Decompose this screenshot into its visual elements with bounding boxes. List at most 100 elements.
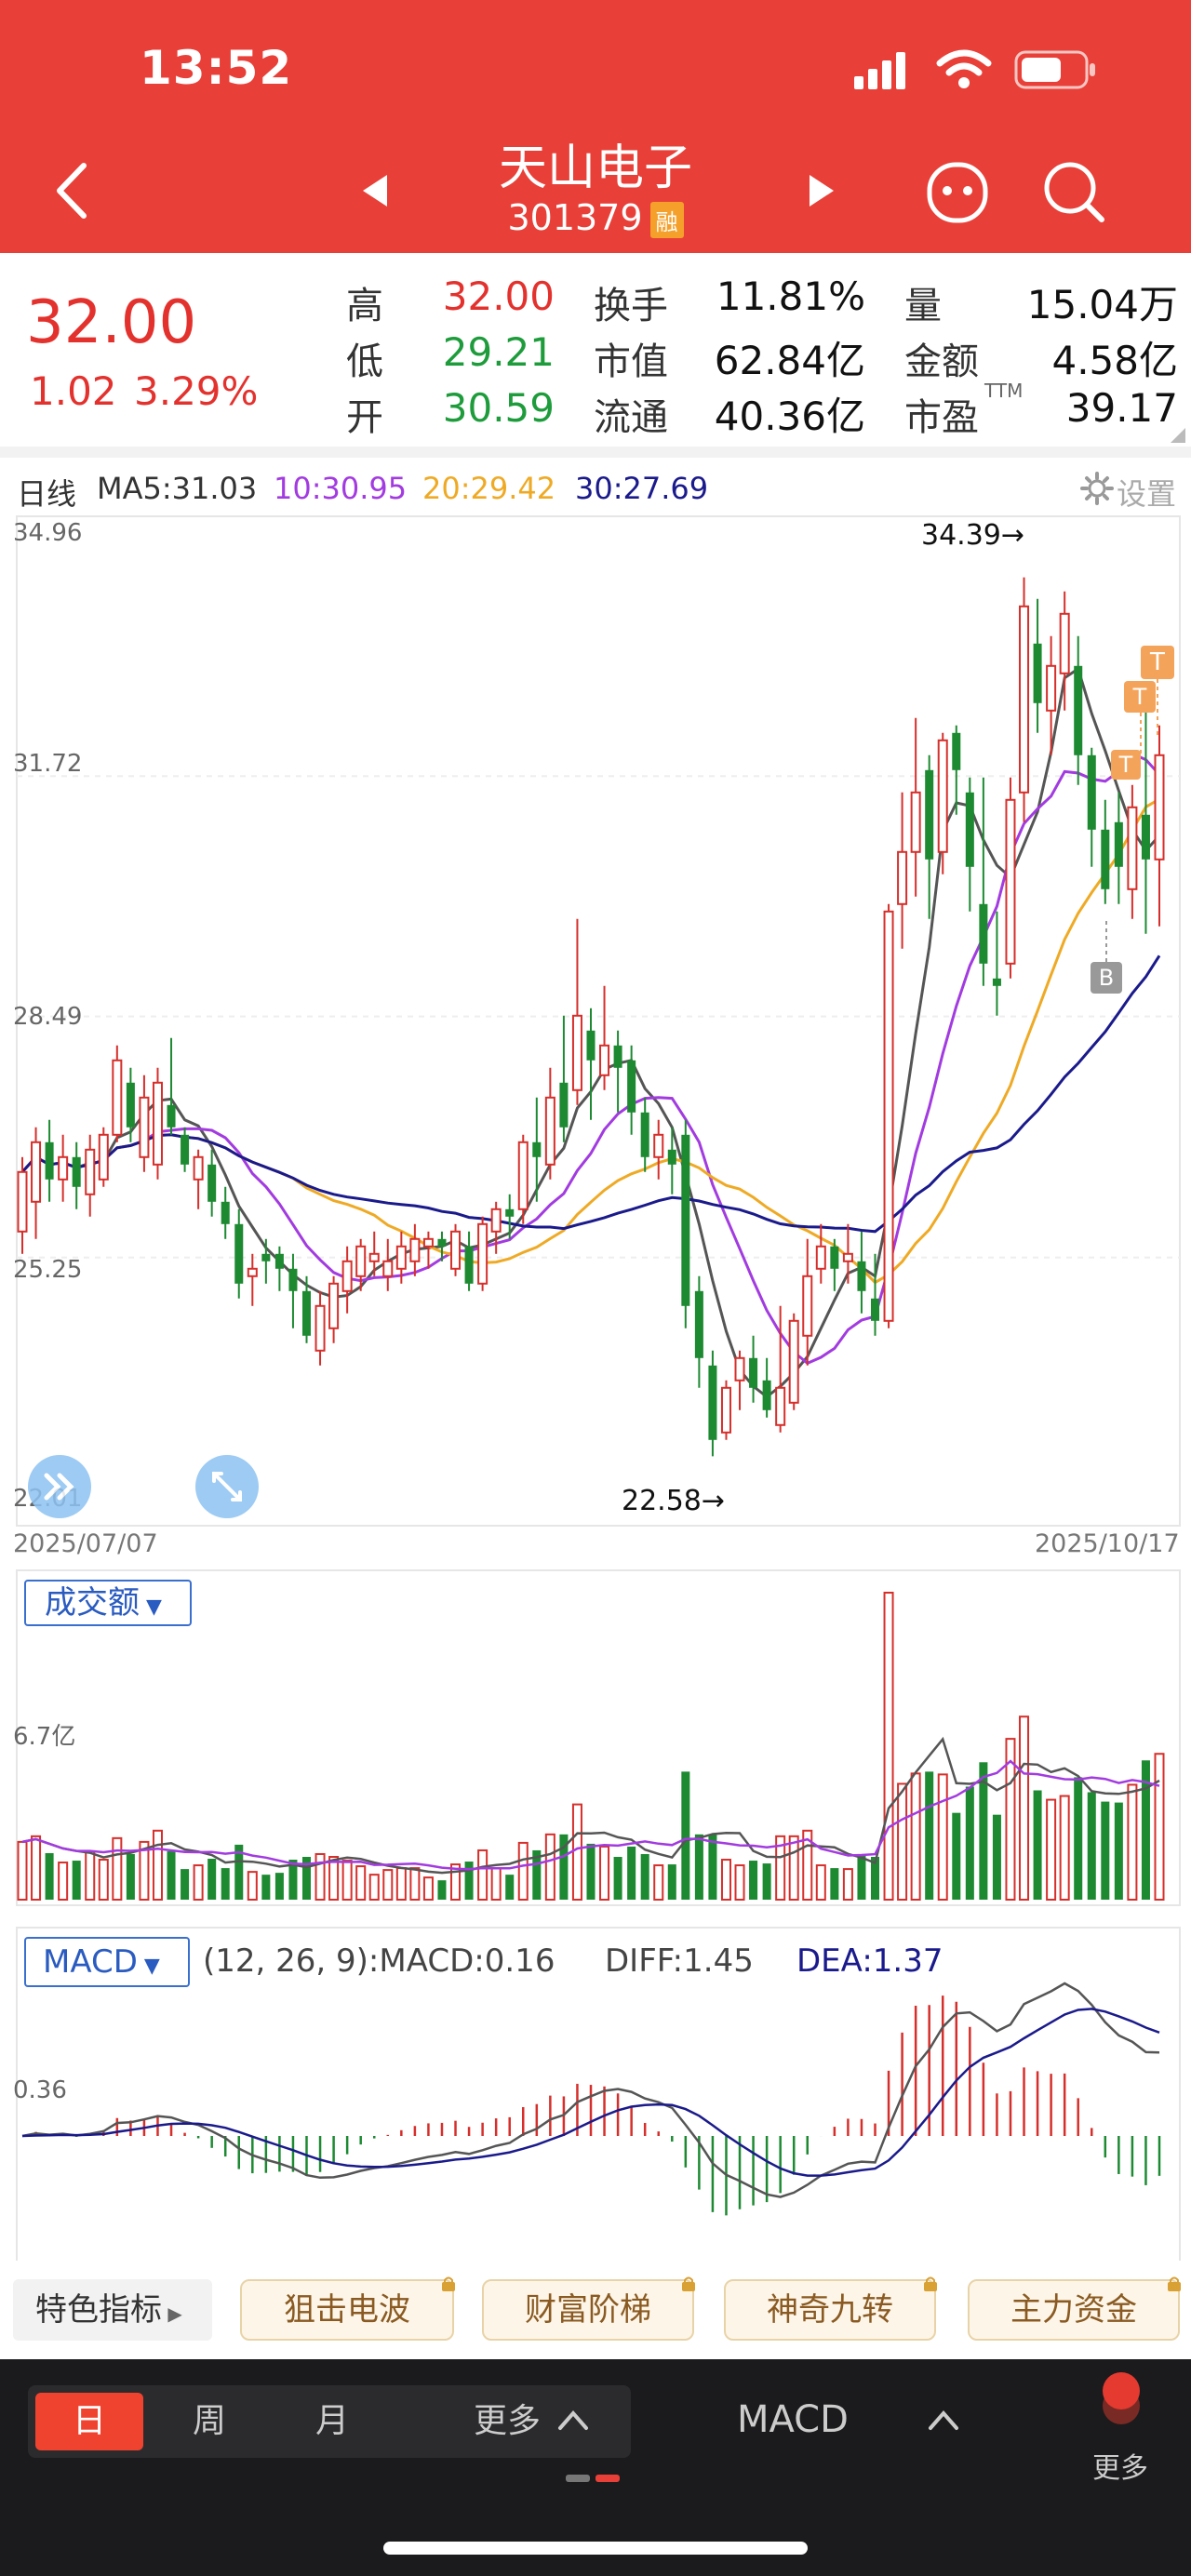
volume-y-tick: 6.7亿 (13, 1723, 76, 1751)
indicator-select[interactable]: MACD (737, 2398, 849, 2441)
volume-bar-down (708, 1835, 717, 1900)
volume-bar-down (437, 1880, 447, 1900)
back-icon[interactable] (48, 158, 95, 223)
app-header: 13:52 天山电子 301379 融 (0, 0, 1191, 253)
volume-label: 量 (904, 285, 942, 327)
volume-bar-up (897, 1782, 908, 1901)
home-indicator (383, 2542, 808, 2555)
feature-button-label: 神奇九转 (767, 2291, 893, 2329)
candle-up (842, 1252, 853, 1262)
candle-down (667, 1149, 676, 1165)
gear-icon[interactable] (1079, 471, 1115, 506)
candle-up (31, 1141, 42, 1203)
feature-button-2[interactable]: 财富阶梯 (482, 2276, 695, 2341)
volume-ma10-line (21, 1759, 1160, 1871)
period-day-tab[interactable]: 日 (35, 2393, 143, 2450)
feature-button-1[interactable]: 狙击电波 (240, 2276, 455, 2341)
macd-indicator-select[interactable]: MACD ▼ (24, 1937, 190, 1987)
volume-bar-up (490, 1867, 502, 1902)
candle-up (897, 850, 908, 905)
candle-down (234, 1223, 244, 1284)
volume-bar-up (842, 1868, 853, 1901)
expand-icon (212, 1472, 242, 1502)
volume-bar-up (247, 1871, 258, 1901)
volume-bar-down (167, 1850, 176, 1900)
candle-down (870, 1298, 880, 1321)
macd-diff-line (21, 1982, 1160, 2198)
volume-bar-down (749, 1861, 758, 1900)
volume-bar-up (653, 1864, 664, 1902)
robot-assistant-icon[interactable] (925, 160, 990, 225)
candle-up (17, 1170, 28, 1233)
volume-bar-down (505, 1875, 515, 1900)
expand-corner-icon[interactable] (1169, 426, 1187, 445)
candle-down (505, 1208, 515, 1217)
feature-button-4[interactable]: 主力资金 (968, 2276, 1181, 2341)
volume-bar-up (1005, 1738, 1016, 1901)
volume-bar-up (1059, 1795, 1070, 1902)
candle-up (775, 1386, 786, 1426)
stock-charts[interactable] (0, 512, 1191, 2261)
chevron-up-icon[interactable] (556, 2406, 590, 2434)
candle-down (181, 1134, 190, 1165)
amount-label: 金额 (904, 340, 979, 383)
b-marker[interactable]: B (1091, 962, 1122, 994)
more-menu-icon[interactable] (1098, 2369, 1144, 2428)
candle-down (979, 903, 988, 964)
candle-up (653, 1133, 664, 1158)
next-stock-icon[interactable] (806, 173, 837, 208)
candle-up (788, 1319, 799, 1404)
period-month-tab[interactable]: 月 (314, 2402, 349, 2440)
page-dot (566, 2475, 590, 2482)
volume-bar-up (788, 1835, 799, 1901)
chevron-up-icon[interactable] (927, 2406, 960, 2434)
volume-bar-up (910, 1772, 921, 1902)
candle-up (517, 1141, 529, 1210)
volume-bar-down (1101, 1801, 1110, 1900)
more-label[interactable]: 更多 (1092, 2452, 1148, 2485)
t-marker-2[interactable]: T (1124, 681, 1156, 713)
feature-button-3[interactable]: 神奇九转 (724, 2276, 937, 2341)
macd-dea-line (21, 2008, 1160, 2177)
period-more-tab[interactable]: 更多 (473, 2402, 541, 2440)
period-week-tab[interactable]: 周 (192, 2402, 226, 2440)
candle-down (72, 1156, 81, 1187)
search-icon[interactable] (1040, 158, 1107, 225)
volume-bar-down (694, 1834, 703, 1900)
period-label: 日线 (17, 476, 77, 512)
macd-diff: DIFF:1.45 (605, 1942, 754, 1980)
status-time: 13:52 (140, 41, 293, 95)
candle-up (85, 1148, 96, 1195)
volume-bar-down (532, 1849, 542, 1900)
candle-down (532, 1141, 542, 1157)
volume-bar-up (571, 1803, 582, 1902)
t-marker-3[interactable]: T (1111, 750, 1141, 780)
candle-down (1087, 754, 1096, 830)
candle-up (1059, 612, 1070, 674)
scroll-start-button[interactable] (28, 1455, 91, 1518)
volume-bar-up (450, 1863, 462, 1901)
volume-bar-up (341, 1860, 353, 1901)
t-marker-1[interactable]: T (1141, 646, 1174, 679)
volume-bar-down (830, 1868, 839, 1900)
candle-down (45, 1141, 54, 1180)
candle-down (992, 978, 1001, 986)
feature-indicators-button[interactable]: 特色指标 ▶ (13, 2279, 212, 2341)
volume-bar-down (681, 1771, 690, 1900)
fullscreen-button[interactable] (195, 1455, 259, 1518)
volume-bar-down (979, 1762, 988, 1900)
volume-bar-down (126, 1853, 135, 1900)
settings-link[interactable]: 设置 (1117, 476, 1177, 512)
volume-frame (16, 1569, 1181, 1906)
volume-bar-down (1033, 1790, 1042, 1900)
volume-bar-up (1046, 1798, 1057, 1901)
dropdown-arrow-icon: ▼ (140, 1595, 162, 1619)
volume-indicator-select[interactable]: 成交额 ▼ (24, 1580, 192, 1626)
candle-down (830, 1246, 839, 1269)
lock-icon (682, 2276, 695, 2291)
macd-indicator-label: MACD (43, 1943, 138, 1981)
turnover-value: 11.81% (716, 274, 865, 319)
candle-up (910, 791, 921, 853)
prev-stock-icon[interactable] (359, 173, 391, 208)
stock-code: 301379 (507, 197, 643, 238)
